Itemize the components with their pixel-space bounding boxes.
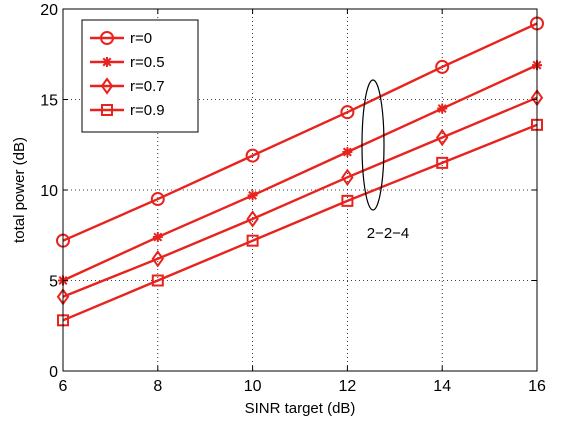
- y-tick-label: 10: [40, 183, 58, 200]
- data-point-square: [436, 156, 449, 169]
- data-point-star: [437, 103, 448, 114]
- legend-label: r=0.9: [130, 102, 165, 119]
- data-point-square: [151, 274, 164, 287]
- y-tick-label: 15: [40, 93, 58, 110]
- x-tick-label: 6: [59, 378, 68, 395]
- series-line: [62, 64, 538, 282]
- legend-item: r=0.9: [90, 102, 165, 119]
- series-layer: [56, 16, 544, 327]
- legend-item: r=0: [90, 30, 152, 47]
- data-point-star: [152, 232, 163, 243]
- data-point-diamond: [341, 168, 354, 187]
- annotation-group: 2−2−4: [361, 79, 410, 242]
- legend-item: r=0.5: [90, 54, 165, 71]
- ticks: 6 8 10 12 14 16 0 5 10 15 20: [40, 2, 546, 395]
- series-line: [62, 123, 538, 322]
- x-tick-label: 14: [433, 378, 451, 395]
- data-point-star: [247, 190, 258, 201]
- data-point-square: [341, 194, 354, 207]
- x-tick-label: 10: [244, 378, 262, 395]
- data-point-circle: [150, 192, 165, 207]
- data-point-diamond: [151, 250, 165, 268]
- data-point-circle: [245, 148, 260, 163]
- data-point-square: [101, 104, 113, 116]
- data-point-diamond: [435, 128, 449, 147]
- series-line: [62, 96, 538, 298]
- y-tick-label: 20: [40, 2, 58, 19]
- data-point-circle: [435, 59, 450, 74]
- legend: r=0 r=0.5 r=0.7 r=0.9: [81, 19, 199, 133]
- x-tick-label: 12: [339, 378, 357, 395]
- series-1: [56, 16, 544, 248]
- legend-item: r=0.7: [90, 77, 165, 95]
- data-point-circle: [340, 105, 355, 120]
- data-point-star: [102, 57, 112, 67]
- legend-label: r=0: [130, 30, 152, 47]
- x-axis-label: SINR target (dB): [245, 400, 356, 417]
- data-point-star: [342, 146, 353, 157]
- series-line: [62, 22, 538, 242]
- x-tick-label: 16: [528, 378, 546, 395]
- annotation-ellipse: [361, 79, 385, 211]
- data-point-square: [246, 234, 259, 247]
- data-point-diamond: [246, 210, 259, 228]
- y-axis-label: total power (dB): [11, 137, 28, 243]
- y-tick-label: 5: [49, 274, 58, 291]
- annotation-label: 2−2−4: [367, 225, 410, 242]
- data-point-circle: [100, 31, 114, 45]
- data-point-diamond: [100, 77, 114, 95]
- legend-label: r=0.7: [130, 78, 165, 95]
- legend-label: r=0.5: [130, 54, 165, 71]
- x-tick-label: 8: [153, 378, 162, 395]
- y-tick-label: 0: [49, 364, 58, 381]
